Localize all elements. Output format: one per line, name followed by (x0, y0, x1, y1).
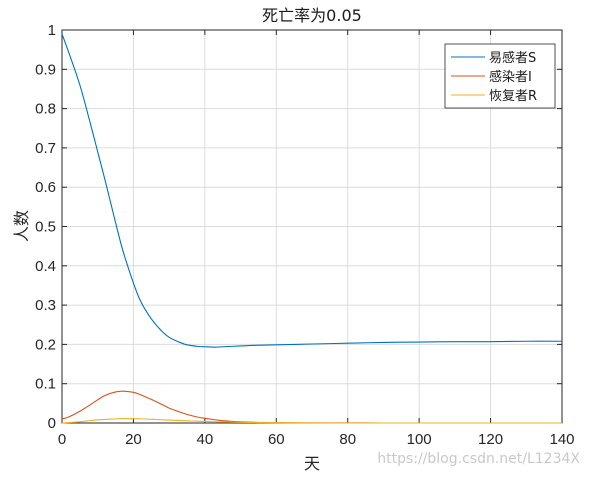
x-tick-labels: 0 20 40 60 80 100 120 140 (58, 431, 575, 448)
legend: 易感者S 感染者I 恢复者R (444, 43, 556, 109)
x-tick-label: 80 (339, 431, 356, 448)
x-tick-label: 20 (125, 431, 142, 448)
y-tick-labels: 0 0.1 0.2 0.3 0.4 0.5 0.6 0.7 0.8 0.9 1 (35, 22, 56, 432)
watermark-text: https://blog.csdn.net/L1234X (377, 451, 580, 467)
series-lines (61, 33, 563, 424)
series-line-susceptible (61, 33, 563, 348)
legend-label-r: 恢复者R (489, 89, 537, 104)
y-tick-label: 0.5 (35, 219, 56, 236)
y-tick-label: 0.3 (35, 297, 56, 314)
y-tick-label: 0 (48, 415, 56, 432)
x-tick-label: 100 (407, 431, 432, 448)
chart-title: 死亡率为0.05 (262, 6, 362, 25)
y-tick-label: 0.6 (35, 179, 56, 196)
x-tick-label: 0 (58, 431, 66, 448)
legend-label-i: 感染者I (489, 69, 532, 85)
y-tick-label: 0.7 (35, 140, 56, 157)
legend-label-s: 易感者S (489, 50, 536, 66)
y-tick-label: 0.4 (35, 258, 56, 275)
grid (61, 29, 563, 424)
series-line-recovered (61, 418, 562, 424)
x-tick-label: 40 (197, 431, 214, 448)
y-tick-label: 0.8 (35, 101, 56, 118)
x-tick-label: 60 (268, 431, 285, 448)
x-axis-label: 天 (304, 454, 320, 473)
y-tick-label: 0.9 (35, 61, 56, 78)
y-tick-label: 0.2 (35, 336, 56, 353)
y-tick-label: 0.1 (35, 376, 56, 393)
y-axis-label: 人数 (12, 210, 31, 242)
x-tick-label: 140 (549, 431, 574, 448)
y-tick-label: 1 (48, 22, 56, 39)
x-tick-label: 120 (478, 431, 503, 448)
